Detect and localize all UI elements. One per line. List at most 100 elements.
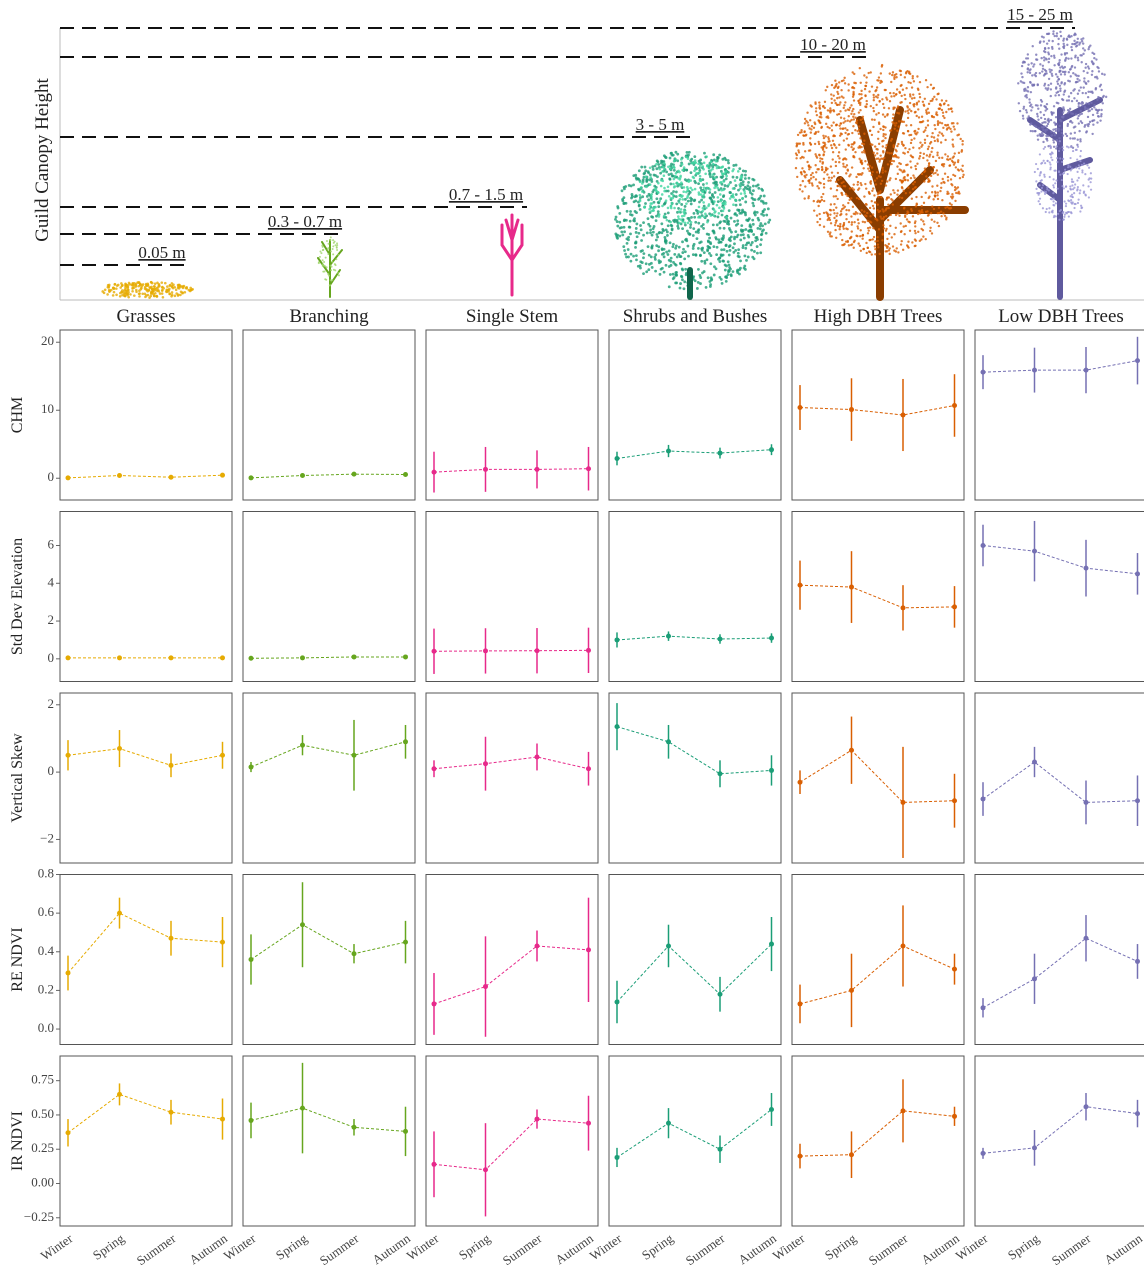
point-cloud-dot [855, 176, 857, 178]
x-tick-label: Winter [221, 1230, 259, 1263]
point-cloud-dot [623, 249, 626, 252]
point-cloud-dot [814, 164, 816, 166]
point-cloud-dot [320, 252, 322, 254]
point-cloud-dot [874, 240, 876, 242]
point-cloud-dot [924, 170, 926, 172]
point-cloud-dot [665, 242, 668, 245]
point-cloud-dot [960, 168, 962, 170]
point-cloud-dot [682, 190, 685, 193]
point-cloud-dot [702, 223, 705, 226]
point-cloud-dot [1087, 116, 1089, 118]
point-cloud-dot [926, 86, 928, 88]
point-cloud-dot [892, 203, 894, 205]
data-point [220, 1117, 225, 1122]
point-cloud-dot [1035, 163, 1037, 165]
point-cloud-dot [630, 197, 633, 200]
point-cloud-dot [1039, 133, 1041, 135]
point-cloud-dot [687, 245, 690, 248]
point-cloud-dot [627, 256, 630, 259]
point-cloud-dot [1062, 219, 1064, 221]
point-cloud-dot [875, 218, 877, 220]
point-cloud-dot [635, 240, 638, 243]
point-cloud-dot [679, 185, 682, 188]
point-cloud-dot [1045, 135, 1047, 137]
point-cloud-dot [329, 284, 331, 286]
panel-frame [609, 1056, 781, 1226]
point-cloud-dot [1050, 82, 1052, 84]
point-cloud-dot [1072, 89, 1074, 91]
point-cloud-dot [818, 121, 820, 123]
point-cloud-dot [834, 135, 836, 137]
point-cloud-dot [1039, 42, 1041, 44]
point-cloud-dot [834, 229, 836, 231]
series-line [68, 475, 223, 478]
point-cloud-dot [693, 155, 696, 158]
point-cloud-dot [717, 216, 720, 219]
point-cloud-dot [675, 203, 678, 206]
point-cloud-dot [683, 186, 686, 189]
point-cloud-dot [1086, 72, 1088, 74]
point-cloud-dot [744, 201, 747, 204]
point-cloud-dot [942, 212, 944, 214]
point-cloud-dot [1091, 61, 1093, 63]
point-cloud-dot [732, 176, 735, 179]
point-cloud-dot [732, 196, 735, 199]
point-cloud-dot [904, 216, 906, 218]
point-cloud-dot [322, 263, 324, 265]
point-cloud-dot [655, 244, 658, 247]
point-cloud-dot [632, 255, 635, 258]
point-cloud-dot [861, 151, 863, 153]
point-cloud-dot [645, 180, 648, 183]
data-point [117, 1092, 122, 1097]
point-cloud-dot [698, 274, 701, 277]
point-cloud-dot [720, 248, 723, 251]
point-cloud-dot [926, 135, 928, 137]
point-cloud-dot [733, 236, 736, 239]
point-cloud-dot [925, 111, 927, 113]
point-cloud-dot [708, 173, 711, 176]
point-cloud-dot [1083, 80, 1085, 82]
point-cloud-dot [810, 131, 812, 133]
point-cloud-dot [702, 183, 705, 186]
point-cloud-dot [185, 286, 188, 289]
point-cloud-dot [860, 160, 862, 162]
point-cloud-dot [705, 286, 708, 289]
point-cloud-dot [885, 228, 887, 230]
point-cloud-dot [840, 89, 842, 91]
data-point [1032, 1145, 1037, 1150]
point-cloud-dot [1070, 46, 1072, 48]
point-cloud-dot [1040, 171, 1042, 173]
point-cloud-dot [170, 295, 173, 298]
x-tick-label: Spring [273, 1230, 310, 1262]
point-cloud-dot [942, 127, 944, 129]
point-cloud-dot [1055, 92, 1057, 94]
point-cloud-dot [1095, 87, 1097, 89]
point-cloud-dot [908, 148, 910, 150]
point-cloud-dot [752, 189, 755, 192]
point-cloud-dot [1075, 167, 1077, 169]
point-cloud-dot [1070, 75, 1072, 77]
point-cloud-dot [919, 141, 921, 143]
point-cloud-dot [863, 149, 865, 151]
point-cloud-dot [873, 152, 875, 154]
point-cloud-dot [703, 194, 706, 197]
point-cloud-dot [154, 282, 157, 285]
point-cloud-dot [892, 113, 894, 115]
point-cloud-dot [685, 202, 688, 205]
point-cloud-dot [1083, 191, 1085, 193]
point-cloud-dot [1067, 80, 1069, 82]
point-cloud-dot [730, 217, 733, 220]
point-cloud-dot [864, 105, 866, 107]
x-tick-label: Summer [866, 1230, 911, 1268]
point-cloud-dot [716, 246, 719, 249]
point-cloud-dot [859, 213, 861, 215]
point-cloud-dot [697, 229, 700, 232]
point-cloud-dot [861, 162, 863, 164]
point-cloud-dot [679, 287, 682, 290]
point-cloud-dot [856, 197, 858, 199]
point-cloud-dot [851, 223, 853, 225]
point-cloud-dot [1043, 105, 1045, 107]
point-cloud-dot [1069, 166, 1071, 168]
point-cloud-dot [322, 249, 324, 251]
point-cloud-dot [1070, 35, 1072, 37]
